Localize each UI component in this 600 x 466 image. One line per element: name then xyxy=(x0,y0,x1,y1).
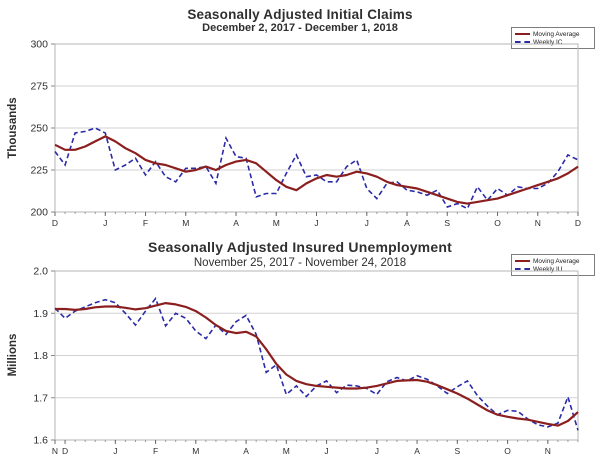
y-tick-label: 250 xyxy=(30,123,48,135)
legend-entry-weekly-iu: Weekly IU xyxy=(515,265,591,273)
x-month-label: A xyxy=(414,446,420,456)
y-tick-label: 225 xyxy=(30,165,48,177)
chart-subtitle: November 25, 2017 - November 24, 2018 xyxy=(193,257,407,269)
weekly-ic-line-swatch xyxy=(515,41,530,43)
legend-label-weekly-ic: Weekly IC xyxy=(533,38,563,46)
y-tick-label: 1.8 xyxy=(33,350,48,362)
legend-label-moving-average: Moving Average xyxy=(533,30,580,38)
chart-title: Seasonally Adjusted Initial Claims xyxy=(187,7,413,22)
weekly-series-line xyxy=(54,127,579,210)
x-month-label: S xyxy=(444,218,450,228)
x-month-label: M xyxy=(182,218,189,228)
x-month-label: N xyxy=(545,446,551,456)
legend-entry-moving-average: Moving Average xyxy=(515,257,591,265)
x-month-label: D xyxy=(575,218,581,228)
x-month-label: N xyxy=(535,218,541,228)
y-tick-label: 300 xyxy=(30,39,48,51)
x-month-label: J xyxy=(365,218,369,228)
y-tick-label: 200 xyxy=(30,207,48,219)
chart-subtitle: December 2, 2017 - December 1, 2018 xyxy=(202,22,398,34)
plot-area-initial-claims: 300 275 250 225 200 D J F M A M J J A S O N D xyxy=(30,39,581,229)
x-month-label: M xyxy=(192,446,199,456)
x-month-label: M xyxy=(283,446,290,456)
x-month-label: J xyxy=(314,218,318,228)
y-tick-label: 1.6 xyxy=(33,435,48,447)
y-tick-label: 1.7 xyxy=(33,392,48,404)
x-month-label: D xyxy=(62,446,68,456)
x-month-label: J xyxy=(375,446,379,456)
x-month-label: O xyxy=(504,446,511,456)
x-month-label: J xyxy=(113,446,117,456)
x-month-label: N xyxy=(52,446,58,456)
moving-average-series-line xyxy=(55,301,579,427)
y-tick-label: 1.9 xyxy=(33,308,48,320)
x-month-label: J xyxy=(324,446,328,456)
legend-label-moving-average: Moving Average xyxy=(533,257,580,265)
x-month-label: S xyxy=(454,446,460,456)
x-month-label: D xyxy=(52,218,58,228)
moving-average-line-swatch xyxy=(515,33,530,35)
chart-title: Seasonally Adjusted Insured Unemployment xyxy=(148,239,452,255)
weekly-series-line xyxy=(54,296,579,431)
chart-initial-claims: Seasonally Adjusted Initial Claims Decem… xyxy=(7,7,595,229)
plot-area-insured-unemployment: 2.01.91.81.71.6N D J F M A M J J A S O N xyxy=(33,266,579,456)
moving-average-line-swatch xyxy=(515,260,530,262)
x-month-label: A xyxy=(243,446,249,456)
legend-label-weekly-iu: Weekly IU xyxy=(533,265,563,273)
x-month-label: F xyxy=(143,218,148,228)
legend-entry-weekly-ic: Weekly IC xyxy=(515,38,591,46)
moving-average-series-line xyxy=(54,135,579,205)
x-month-label: F xyxy=(153,446,158,456)
y-tick-label: 275 xyxy=(30,81,48,93)
legend-entry-moving-average: Moving Average xyxy=(515,30,591,38)
x-month-label: M xyxy=(273,218,280,228)
x-month-label: J xyxy=(103,218,107,228)
chart-insured-unemployment: Seasonally Adjusted Insured Unemployment… xyxy=(0,233,600,466)
x-month-label: O xyxy=(494,218,501,228)
x-month-label: A xyxy=(404,218,410,228)
x-month-label: A xyxy=(233,218,239,228)
y-tick-label: 2.0 xyxy=(33,266,48,278)
weekly-iu-line-swatch xyxy=(515,268,530,270)
